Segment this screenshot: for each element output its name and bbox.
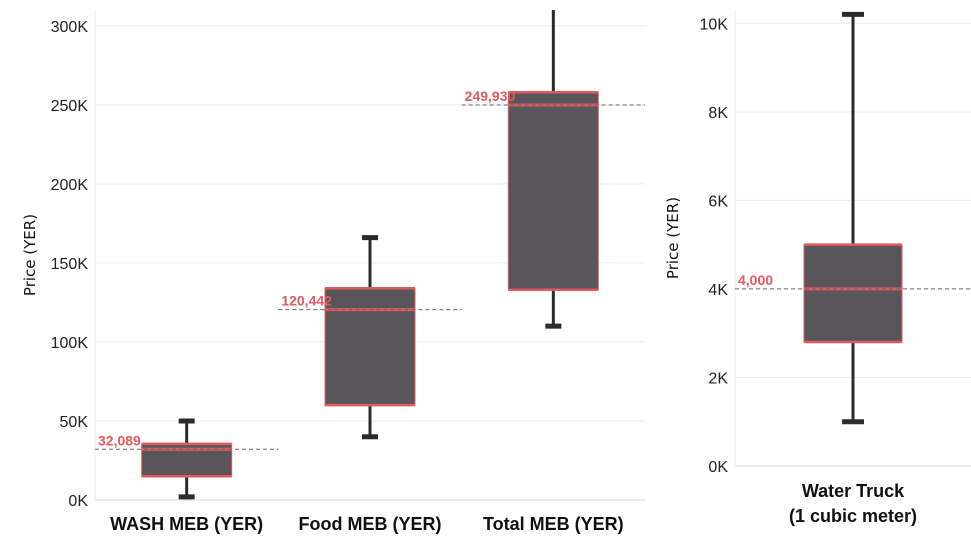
y-tick-label: 200K bbox=[51, 177, 89, 194]
y-tick-label: 0K bbox=[68, 493, 88, 510]
box-iqr bbox=[324, 287, 416, 406]
y-tick-label: 300K bbox=[51, 19, 89, 36]
x-category-label: WASH MEB (YER) bbox=[110, 514, 263, 534]
reference-value-label: 249,930 bbox=[465, 88, 516, 104]
y-tick-label: 0K bbox=[708, 459, 728, 476]
reference-value-label: 4,000 bbox=[738, 272, 773, 288]
reference-value-label: 120,442 bbox=[281, 293, 332, 309]
y-tick-label: 4K bbox=[708, 282, 728, 299]
y-tick-label: 100K bbox=[51, 335, 89, 352]
y-axis-label: Price (YER) bbox=[664, 197, 682, 279]
left-chart-panel: 0K 50K 100K 150K 200K 250K 300K Price (YER) 32,0… bbox=[21, 10, 645, 534]
y-tick-label: 10K bbox=[700, 16, 729, 33]
right-chart-panel: 0K 2K 4K 6K 8K 10K Price (YER) 4,000 Water Truck… bbox=[664, 10, 971, 526]
box-iqr bbox=[507, 91, 599, 291]
x-category-label: Food MEB (YER) bbox=[299, 514, 442, 534]
y-tick-label: 50K bbox=[60, 414, 89, 431]
y-tick-label: 2K bbox=[708, 370, 728, 387]
reference-value-label: 32,089 bbox=[98, 432, 141, 448]
x-category-label: (1 cubic meter) bbox=[789, 506, 917, 526]
x-category-label: Water Truck bbox=[802, 481, 905, 501]
y-tick-label: 6K bbox=[708, 193, 728, 210]
x-category-label: Total MEB (YER) bbox=[483, 514, 624, 534]
y-tick-label: 250K bbox=[51, 98, 89, 115]
y-tick-label: 150K bbox=[51, 256, 89, 273]
box-iqr bbox=[803, 244, 903, 343]
y-tick-label: 8K bbox=[708, 105, 728, 122]
y-axis-label: Price (YER) bbox=[21, 214, 39, 296]
